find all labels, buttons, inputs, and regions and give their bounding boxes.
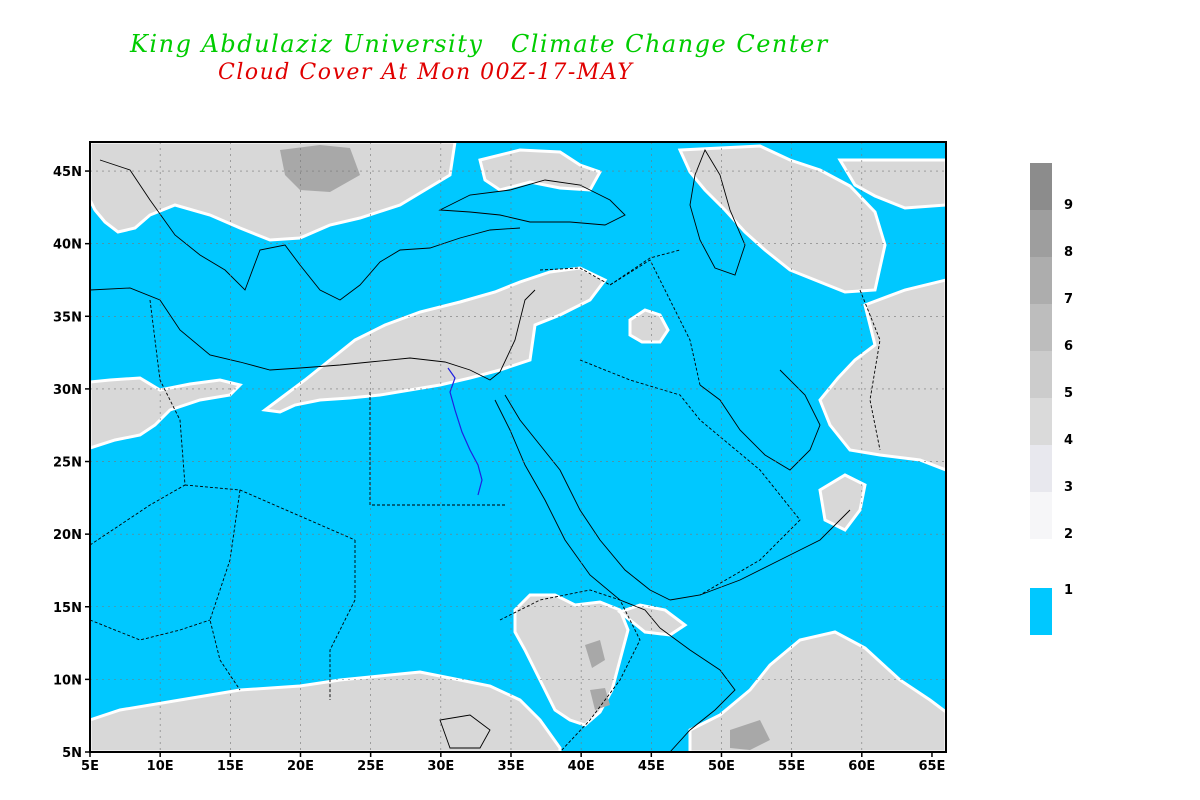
border-niger bbox=[90, 619, 211, 641]
x-tick-label: 25E bbox=[357, 759, 384, 774]
title-line: King Abdulaziz University Climate Change… bbox=[130, 30, 1200, 58]
x-tick-label: 40E bbox=[568, 759, 595, 774]
x-tick-label: 45E bbox=[638, 759, 665, 774]
y-tick-label: 10N bbox=[53, 673, 82, 688]
longitude-axis: 5E 10E 15E 20E 25E 30E 35E 40E 45E 50E 55E 60E 65E bbox=[81, 752, 945, 774]
cloud-north-africa-west bbox=[90, 376, 243, 450]
x-tick-label: 20E bbox=[287, 759, 314, 774]
cloud-caspian bbox=[677, 144, 887, 294]
dense-cloud-ethiopia bbox=[585, 640, 610, 710]
persian-gulf-coast bbox=[699, 369, 821, 471]
graticule bbox=[90, 142, 946, 752]
red-sea-coast-east bbox=[504, 394, 671, 601]
y-tick-label: 20N bbox=[53, 528, 82, 543]
border-algeria bbox=[90, 299, 186, 546]
lake-victoria-region bbox=[439, 714, 491, 749]
border-saudi bbox=[579, 359, 801, 596]
legend-label: 2 bbox=[1064, 527, 1073, 542]
cloud-east-top bbox=[837, 158, 946, 210]
legend-swatch bbox=[1030, 257, 1052, 304]
y-tick-label: 45N bbox=[53, 165, 82, 180]
center-name: Climate Change Center bbox=[510, 30, 829, 58]
legend-swatch bbox=[1030, 445, 1052, 492]
x-tick-label: 55E bbox=[778, 759, 805, 774]
y-tick-label: 35N bbox=[53, 310, 82, 325]
legend-swatch bbox=[1030, 492, 1052, 539]
y-tick-label: 15N bbox=[53, 601, 82, 616]
dense-cloud-patches bbox=[280, 145, 770, 750]
border-egypt-west bbox=[369, 392, 505, 506]
legend-label: 3 bbox=[1064, 480, 1073, 495]
legend-label: 8 bbox=[1064, 245, 1073, 260]
legend-label: 1 bbox=[1064, 583, 1073, 598]
x-tick-label: 35E bbox=[497, 759, 524, 774]
legend-label: 6 bbox=[1064, 339, 1073, 354]
color-legend: 9 8 7 6 5 4 3 2 1 bbox=[1030, 163, 1073, 635]
x-tick-label: 30E bbox=[427, 759, 454, 774]
arabia-south-coast bbox=[669, 509, 851, 601]
map-subtitle: Cloud Cover At Mon 00Z-17-MAY bbox=[218, 60, 634, 85]
legend-swatch bbox=[1030, 398, 1052, 445]
cloud-europe bbox=[90, 142, 457, 242]
y-tick-label: 5N bbox=[62, 746, 82, 761]
europe-coast bbox=[99, 159, 521, 301]
legend-label: 4 bbox=[1064, 433, 1073, 448]
cloud-cyprus bbox=[628, 308, 670, 344]
y-tick-label: 25N bbox=[53, 456, 82, 471]
y-tick-label: 30N bbox=[53, 383, 82, 398]
legend-swatch bbox=[1030, 210, 1052, 257]
x-tick-label: 10E bbox=[147, 759, 174, 774]
border-iran-east bbox=[859, 289, 881, 451]
cloud-cover-map bbox=[90, 142, 946, 752]
mediterranean-coast bbox=[90, 287, 536, 381]
dense-cloud-arabian-sea bbox=[730, 720, 770, 750]
x-tick-label: 50E bbox=[708, 759, 735, 774]
cloud-central-africa bbox=[90, 670, 562, 752]
map-frame bbox=[89, 141, 947, 753]
cloud-eastern-med bbox=[261, 266, 608, 414]
latitude-axis: 45N 40N 35N 30N 25N 20N 15N 10N 5N bbox=[53, 165, 90, 761]
horn-of-africa bbox=[659, 627, 736, 752]
cloud-areas bbox=[90, 142, 946, 752]
university-name: King Abdulaziz University bbox=[130, 30, 484, 58]
black-sea-coast bbox=[438, 179, 626, 226]
cloud-oman bbox=[818, 473, 867, 532]
x-tick-label: 5E bbox=[81, 759, 99, 774]
legend-swatch bbox=[1030, 351, 1052, 398]
x-tick-label: 65E bbox=[918, 759, 945, 774]
caspian-coast bbox=[689, 148, 746, 276]
legend-swatch bbox=[1030, 304, 1052, 351]
border-iraq-iran bbox=[609, 259, 701, 386]
border-chad bbox=[209, 489, 241, 691]
cloud-iran-east bbox=[818, 278, 946, 472]
dense-cloud-balkans bbox=[280, 145, 360, 192]
x-tick-label: 15E bbox=[217, 759, 244, 774]
y-tick-label: 40N bbox=[53, 238, 82, 253]
border-sudan bbox=[329, 540, 356, 700]
legend-label: 5 bbox=[1064, 386, 1073, 401]
legend-swatch bbox=[1030, 163, 1052, 210]
border-turkey bbox=[539, 249, 681, 286]
nile-river bbox=[447, 367, 483, 496]
legend-label: 9 bbox=[1064, 198, 1073, 213]
legend-label: 7 bbox=[1064, 292, 1073, 307]
legend-swatch-clear bbox=[1030, 588, 1052, 635]
cloud-somalia bbox=[616, 603, 688, 637]
x-tick-label: 60E bbox=[848, 759, 875, 774]
coastlines-and-borders bbox=[90, 148, 881, 752]
